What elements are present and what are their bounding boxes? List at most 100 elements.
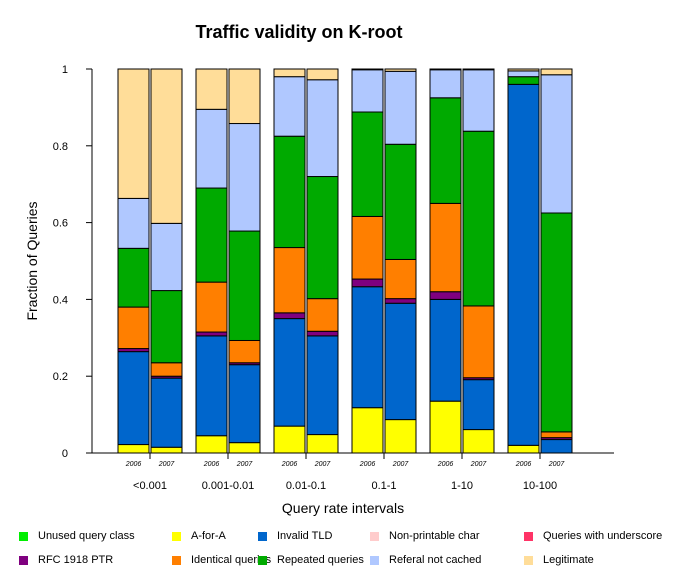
bar-segment [117,444,150,454]
bar-segment [195,331,228,337]
legend: Unused query class A-for-A Invalid TLD Non-… [0,526,700,582]
bar-segment [150,377,183,448]
bar-segment [351,111,384,217]
legend-label: Invalid TLD [277,530,333,542]
bar-segment [429,97,462,204]
bar-segment [507,444,540,454]
bar-segment [195,187,228,283]
bar-segment [462,379,495,431]
bar-segment [384,70,417,145]
y-tick-label: 0.2 [53,371,68,383]
x-year-label: 2007 [236,461,254,468]
legend-swatch [19,555,28,565]
bar-segment [462,429,495,454]
bar-segment [306,176,339,300]
bar-segment [150,68,183,224]
x-year-label: 2006 [437,461,454,468]
legend-item: Unused query class [19,530,135,542]
legend-item: Identical queries [172,554,271,566]
x-group-label: <0.001 [133,480,167,492]
y-tick-label: 0 [62,448,68,460]
bar-segment [228,230,261,341]
bar-segment [384,298,417,304]
bar-segment [540,74,573,214]
legend-label: A-for-A [191,530,226,542]
bar-segment [228,442,261,454]
bar-segment [228,123,261,232]
legend-swatch [258,531,267,541]
x-axis-label: Query rate intervals [282,500,404,516]
x-year-label: 2006 [359,461,376,468]
bar-segment [195,108,228,189]
legend-swatch [172,555,181,565]
bar-segment [273,318,306,427]
bar-segment [429,400,462,454]
legend-swatch [370,531,379,541]
bar-segment [306,434,339,454]
x-group-label: 0.01-0.1 [286,480,326,492]
y-axis-label: Fraction of Queries [24,201,40,320]
x-year-label: 2007 [158,461,176,468]
legend-swatch [258,555,267,565]
bar-segment [462,305,495,379]
bar-segment [306,79,339,178]
bar-segment [273,135,306,249]
bar-segment [306,298,339,332]
x-group-label: 1-10 [451,480,473,492]
bar-segment [150,362,183,377]
bar-segment [228,339,261,364]
legend-item: Repeated queries [258,554,364,566]
x-year-label: 2007 [548,461,566,468]
bar-segment [228,68,261,125]
legend-item: Referal not cached [370,554,481,566]
bar-segment [429,298,462,402]
legend-swatch [370,555,379,565]
bar-segment [351,407,384,454]
bar-segment [384,143,417,260]
bar-segment [117,68,150,199]
y-tick-label: 0.4 [53,294,68,306]
bar-segment [540,431,573,439]
legend-label: Unused query class [38,530,135,542]
bar-segment [540,439,573,454]
bar-segment [195,68,228,110]
bar-segment [429,68,462,71]
bar-segment [195,335,228,437]
bar-segment [462,69,495,132]
bar-segment [117,247,150,308]
bar-segment [462,130,495,307]
chart-svg: Traffic validity on K-root Query rate in… [24,22,614,516]
bar-segment [117,351,150,446]
bar-segment [273,76,306,137]
legend-item: Queries with underscore [524,530,662,542]
bar-segment [429,202,462,293]
x-year-label: 2006 [125,461,142,468]
bar-segment [195,281,228,333]
bar-segment [351,278,384,288]
legend-swatch [19,531,28,541]
bar-segment [273,68,306,78]
bar-segment [195,435,228,454]
bar-segment [150,222,183,292]
bar-segment [306,68,339,81]
x-group-label: 0.001-0.01 [202,480,255,492]
y-tick-label: 0.6 [53,218,68,230]
bar-segment [462,68,495,71]
chart-title: Traffic validity on K-root [195,22,402,42]
bar-segment [540,68,573,76]
bar-segment [117,197,150,249]
legend-label: Repeated queries [277,554,364,566]
bar-segment [384,302,417,421]
legend-label: Identical queries [191,554,272,566]
bar-segment [273,312,306,320]
y-tick-label: 1 [62,64,68,76]
plot-area: 0 0.2 0.4 0.6 0.8 1 2006 2007 <0.001 2006 2007 0.00… [53,64,614,492]
bar-segment [228,364,261,444]
bar-segment [150,446,183,454]
legend-item: RFC 1918 PTR [19,554,113,566]
bar-segment [351,69,384,113]
bar-segment [429,291,462,300]
y-tick-label: 0.8 [53,141,68,153]
bar-segment [540,212,573,433]
x-group-label: 10-100 [523,480,557,492]
